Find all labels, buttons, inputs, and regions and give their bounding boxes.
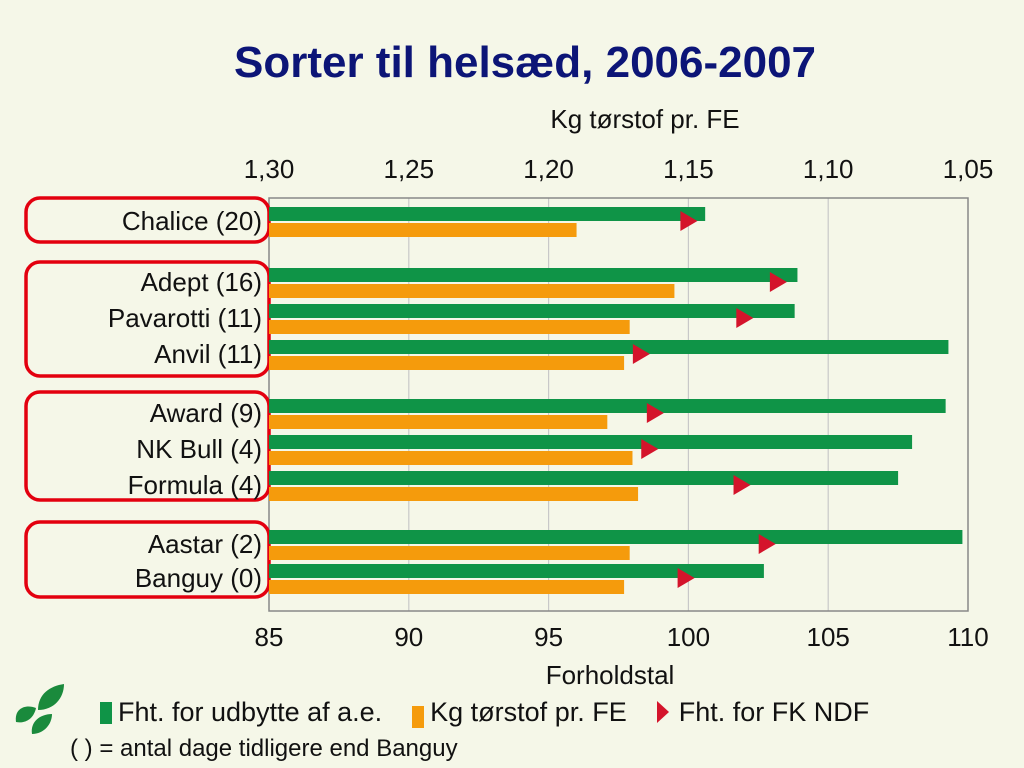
marker-ndf-adept-16 — [769, 272, 787, 292]
top-tick-label: 1,15 — [663, 154, 714, 184]
top-axis-ticks: 1,30 1,25 1,20 1,15 1,10 1,05 — [244, 154, 994, 184]
bar-yield-aastar-2 — [269, 530, 963, 544]
bar-yield-nk-bull-4 — [269, 435, 913, 449]
bottom-axis-ticks: 85 90 95 100 105 110 — [255, 622, 989, 652]
category-label-chalice-20: Chalice (20) — [122, 206, 262, 236]
category-label-banguy-0: Banguy (0) — [135, 563, 262, 593]
group-frame — [24, 260, 271, 378]
bar-dry-matter-award-9 — [269, 415, 608, 429]
bar-dry-matter-anvil-11 — [269, 356, 625, 370]
bottom-tick-label: 95 — [534, 622, 563, 652]
marker-ndf-anvil-11 — [632, 344, 650, 364]
marker-ndf-formula-4 — [733, 475, 751, 495]
bottom-tick-label: 100 — [667, 622, 710, 652]
bar-dry-matter-banguy-0 — [269, 580, 625, 594]
marker-ndf-award-9 — [646, 403, 664, 423]
marker-ndf-banguy-0 — [677, 568, 695, 588]
bar-yield-chalice-20 — [269, 207, 706, 221]
category-label-anvil-11: Anvil (11) — [154, 339, 262, 369]
top-axis-title: Kg tørstof pr. FE — [550, 104, 739, 134]
leaf-logo-icon — [15, 684, 64, 734]
top-tick-label: 1,30 — [244, 154, 295, 184]
top-tick-label: 1,10 — [803, 154, 854, 184]
marker-ndf-pavarotti-11 — [736, 308, 754, 328]
bar-yield-formula-4 — [269, 471, 899, 485]
legend-item-dry-matter: Kg tørstof pr. FE — [412, 696, 627, 728]
bar-yield-anvil-11 — [269, 340, 949, 354]
legend-label-dry-matter: Kg tørstof pr. FE — [430, 696, 627, 727]
top-tick-label: 1,05 — [943, 154, 994, 184]
legend-label-ndf: Fht. for FK NDF — [678, 696, 870, 727]
bar-yield-award-9 — [269, 399, 946, 413]
marker-ndf-aastar-2 — [758, 534, 776, 554]
category-labels: Chalice (20) Adept (16) Pavarotti (11) Anvi… — [108, 206, 262, 593]
category-label-adept-16: Adept (16) — [141, 267, 262, 297]
bars — [269, 207, 963, 594]
bar-dry-matter-adept-16 — [269, 284, 675, 298]
bottom-tick-label: 85 — [255, 622, 284, 652]
legend-item-yield: Fht. for udbytte af a.e. — [100, 697, 382, 728]
marker-ndf-nk-bull-4 — [641, 439, 659, 459]
top-tick-label: 1,20 — [523, 154, 574, 184]
bottom-axis-title: Forholdstal — [546, 660, 675, 690]
red-triangle-icon — [656, 701, 669, 723]
marker-ndf-chalice-20 — [680, 211, 698, 231]
footnote: ( ) = antal dage tidligere end Banguy — [70, 735, 458, 762]
bar-dry-matter-chalice-20 — [269, 223, 577, 237]
bar-yield-adept-16 — [269, 268, 798, 282]
orange-square-icon — [412, 706, 425, 728]
bar-yield-banguy-0 — [269, 564, 764, 578]
category-label-formula-4: Formula (4) — [128, 470, 262, 500]
legend: Fht. for udbytte af a.e. Kg tørstof pr. … — [100, 694, 899, 730]
bar-yield-pavarotti-11 — [269, 304, 795, 318]
markers — [632, 211, 787, 588]
legend-label-yield: Fht. for udbytte af a.e. — [118, 696, 383, 727]
category-label-nk-bull-4: NK Bull (4) — [136, 434, 262, 464]
bottom-tick-label: 110 — [947, 622, 988, 652]
bar-dry-matter-pavarotti-11 — [269, 320, 630, 334]
bottom-tick-label: 90 — [394, 622, 423, 652]
bar-dry-matter-aastar-2 — [269, 546, 630, 560]
legend-item-ndf: Fht. for FK NDF — [656, 696, 870, 728]
category-label-award-9: Award (9) — [150, 398, 262, 428]
category-label-pavarotti-11: Pavarotti (11) — [108, 303, 262, 333]
top-tick-label: 1,25 — [383, 154, 434, 184]
slide-title: Sorter til helsæd, 2006-2007 — [233, 38, 817, 87]
bottom-tick-label: 105 — [807, 622, 850, 652]
bar-dry-matter-nk-bull-4 — [269, 451, 633, 465]
bar-dry-matter-formula-4 — [269, 487, 639, 501]
category-label-aastar-2: Aastar (2) — [148, 529, 262, 559]
green-square-icon — [100, 702, 112, 724]
